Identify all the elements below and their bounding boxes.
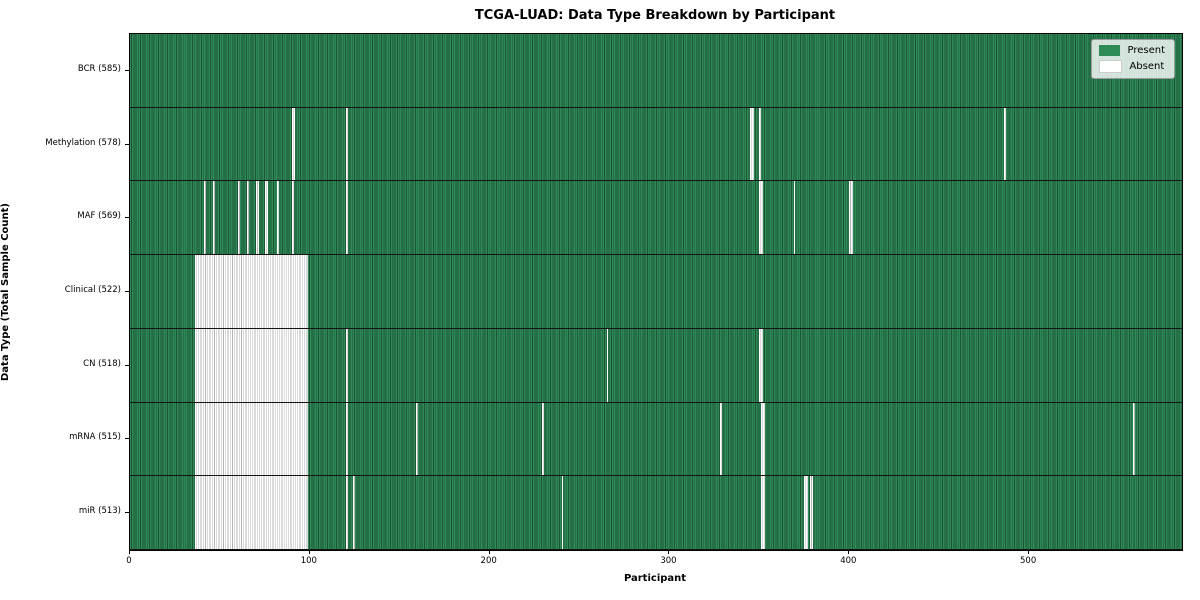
absent-stripe	[759, 107, 762, 181]
ytick-label-clinical: Clinical (522)	[64, 285, 121, 295]
absent-stripe	[194, 476, 309, 549]
absent-stripe	[194, 255, 309, 328]
absent-stripe	[561, 476, 564, 549]
absent-stripe	[761, 402, 765, 476]
absent-stripe	[415, 402, 418, 476]
absent-stripe	[345, 402, 348, 476]
row-mrna	[130, 402, 1182, 477]
ytick-mark	[125, 512, 129, 514]
ytick-label-cn: CN (518)	[83, 358, 121, 369]
plot-area: Present Absent	[129, 33, 1183, 551]
xtick-mark	[308, 550, 310, 554]
absent-stripe	[750, 107, 754, 181]
legend-entry-present: Present	[1099, 45, 1165, 56]
xtick-label-300: 300	[660, 556, 677, 566]
absent-stripe	[237, 181, 240, 255]
xtick-mark	[668, 550, 670, 554]
absent-stripe	[291, 107, 296, 181]
absent-stripe	[809, 476, 814, 549]
ytick-label-mrna: mRNA (515)	[69, 432, 121, 443]
ytick-mark	[125, 217, 129, 219]
row-mir	[130, 476, 1182, 550]
absent-stripe	[291, 181, 294, 255]
ytick-mark	[125, 143, 129, 145]
ytick-label-mir: miR (513)	[78, 506, 121, 517]
ytick-mark	[125, 69, 129, 71]
row-maf	[130, 181, 1182, 256]
x-axis-label: Participant	[623, 573, 687, 584]
present-swatch-icon	[1099, 45, 1121, 56]
ytick-label-methylation: Methylation (578)	[45, 137, 121, 148]
absent-stripe	[849, 181, 853, 255]
absent-stripe	[203, 181, 206, 255]
xtick-label-200: 200	[480, 556, 497, 566]
absent-stripe	[345, 476, 348, 549]
xtick-mark	[488, 550, 490, 554]
row-cn	[130, 328, 1182, 403]
row-clinical	[130, 255, 1182, 329]
xtick-mark	[848, 550, 850, 554]
absent-stripe	[255, 181, 260, 255]
xtick-mark	[1028, 550, 1030, 554]
ytick-mark	[125, 291, 129, 292]
absent-stripe	[352, 476, 355, 549]
ytick-mark	[125, 438, 129, 440]
ytick-label-bcr: BCR (585)	[77, 63, 121, 74]
ytick-label-maf: MAF (569)	[77, 211, 121, 222]
row-bcr	[130, 34, 1182, 108]
absent-stripe	[194, 328, 309, 402]
absent-stripe	[761, 476, 765, 549]
absent-stripe	[246, 181, 249, 255]
legend: Present Absent	[1091, 39, 1175, 79]
legend-label: Absent	[1129, 61, 1165, 72]
row-methylation	[130, 107, 1182, 182]
absent-stripe	[277, 181, 280, 255]
absent-swatch-icon	[1099, 60, 1123, 73]
xtick-label-400: 400	[840, 556, 857, 566]
xtick-mark	[129, 550, 130, 554]
absent-stripe	[759, 181, 763, 255]
absent-stripe	[345, 181, 348, 255]
absent-stripe	[606, 328, 609, 402]
absent-stripe	[345, 107, 348, 181]
absent-stripe	[719, 402, 722, 476]
xtick-label-500: 500	[1020, 556, 1037, 566]
absent-stripe	[793, 181, 796, 255]
absent-stripe	[264, 181, 269, 255]
absent-stripe	[804, 476, 808, 549]
absent-stripe	[345, 328, 348, 402]
chart-title: TCGA-LUAD: Data Type Breakdown by Partic…	[474, 8, 836, 23]
legend-entry-absent: Absent	[1099, 60, 1165, 73]
absent-stripe	[541, 402, 544, 476]
absent-stripe	[212, 181, 215, 255]
absent-stripe	[1133, 402, 1136, 476]
legend-label: Present	[1127, 45, 1165, 56]
absent-stripe	[759, 328, 763, 402]
absent-stripe	[1003, 107, 1006, 181]
absent-stripe	[194, 402, 309, 476]
ytick-mark	[125, 364, 129, 366]
xtick-label-0: 0	[126, 556, 132, 566]
xtick-label-100: 100	[300, 556, 317, 566]
